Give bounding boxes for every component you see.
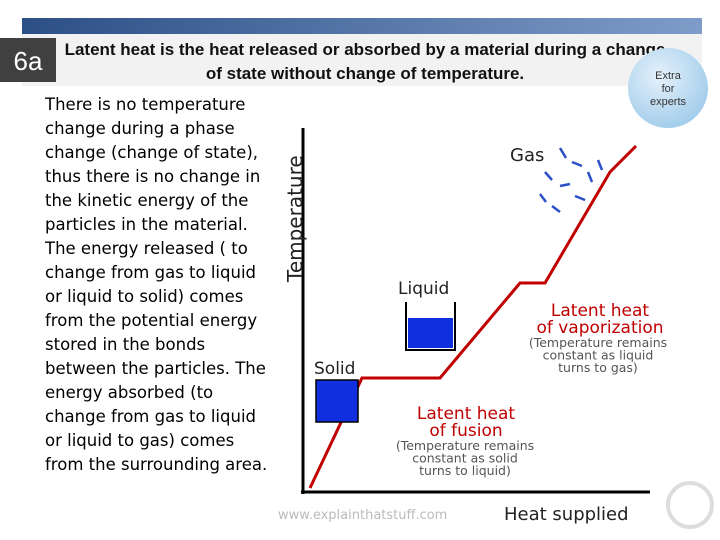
body-line: particles in the material. [45, 215, 248, 234]
slide-number: 6a [14, 46, 43, 76]
body-line: change during a phase [45, 119, 235, 138]
body-line: change from gas to liquid [45, 263, 256, 282]
fusion-line: of fusion [429, 421, 502, 441]
fusion-note-line: turns to liquid) [419, 463, 511, 478]
heating-curve [308, 144, 638, 489]
header-band [22, 18, 702, 34]
body-line: from the surrounding area. [45, 455, 267, 474]
body-line: or liquid to solid) comes [45, 287, 243, 306]
fusion-note-line: constant as solid [412, 451, 518, 466]
solid-block [315, 379, 359, 423]
vaporization-note-line: turns to gas) [558, 360, 638, 375]
title-line: of state without change of temperature. [206, 64, 524, 83]
gas-particles [539, 147, 604, 213]
title-line: Latent heat is the heat released or abso… [65, 40, 666, 59]
solid-label: Solid [314, 359, 355, 379]
body-line: change from gas to liquid [45, 407, 256, 426]
body-line: energy absorbed (to [45, 383, 213, 402]
badge [628, 48, 708, 128]
vaporization-line: Latent heat [551, 301, 650, 321]
body-line: The energy released ( to [44, 239, 248, 258]
liquid-label: Liquid [398, 279, 449, 299]
liquid-fill [408, 318, 453, 348]
body-text: There is no temperature change during a p… [44, 95, 267, 474]
credit: www.explainthatstuff.com [278, 508, 447, 523]
body-line: change (change of state), [45, 143, 258, 162]
body-line: from the potential energy [45, 311, 257, 330]
vaporization-note-line: constant as liquid [543, 348, 654, 363]
gas-label: Gas [510, 145, 544, 166]
y-axis-label: Temperature [283, 155, 307, 283]
vaporization-note-line: (Temperature remains [529, 335, 667, 350]
logo [666, 481, 714, 529]
badge-line: for [662, 83, 675, 95]
badge-line: experts [650, 96, 687, 108]
body-line: the kinetic energy of the [45, 191, 248, 210]
title: Latent heat is the heat released or abso… [65, 40, 666, 83]
body-line: between the particles. The [45, 359, 266, 378]
number-box [0, 38, 56, 82]
x-axis-label: Heat supplied [504, 504, 629, 525]
vaporization-line: of vaporization [536, 318, 663, 338]
title-band [22, 34, 702, 86]
body-line: There is no temperature [44, 95, 245, 114]
body-line: thus there is no change in [45, 167, 260, 186]
badge-line: Extra [655, 70, 682, 82]
beaker [405, 302, 456, 351]
body-line: or liquid to gas) comes [45, 431, 234, 450]
fusion-note-line: (Temperature remains [396, 438, 534, 453]
fusion-line: Latent heat [417, 404, 516, 424]
body-line: stored in the bonds [45, 335, 205, 354]
